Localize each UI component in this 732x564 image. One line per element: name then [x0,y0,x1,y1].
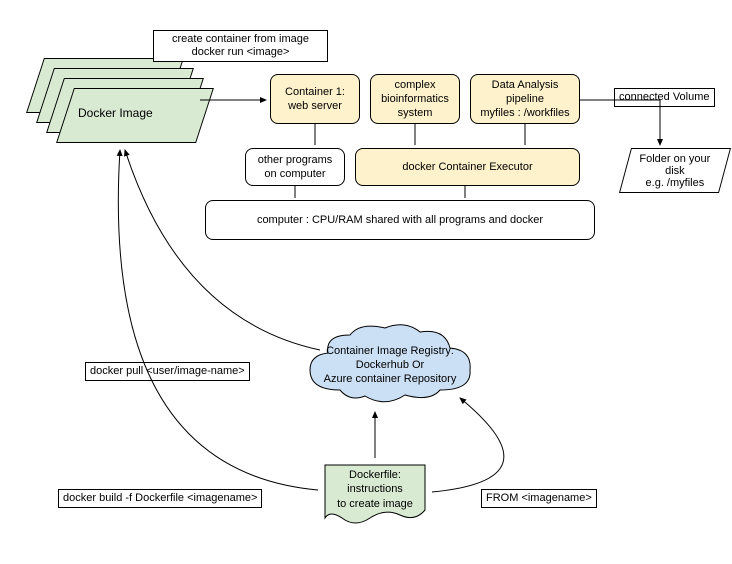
container-2: complex bioinformatics system [370,74,460,124]
docker-executor: docker Container Executor [355,148,580,186]
registry-cloud: Container Image Registry: Dockerhub Or A… [300,320,480,410]
other-programs: other programs on computer [245,148,345,186]
registry-text: Container Image Registry: Dockerhub Or A… [300,320,480,410]
connected-volume-label: connected Volume [614,88,715,107]
dockerfile-text: Dockerfile: instructions to create image [320,468,430,511]
folder-label: Folder on your disk e.g. /myfiles [630,153,720,189]
docker-image-label: Docker Image [78,106,153,120]
from-label: FROM <imagename> [481,489,597,508]
folder-on-disk: Folder on your disk e.g. /myfiles [619,148,731,193]
container-3: Data Analysis pipeline myfiles : /workfi… [470,74,580,124]
computer-box: computer : CPU/RAM shared with all progr… [205,200,595,240]
create-container-label: create container from image docker run <… [153,30,328,62]
docker-build-label: docker build -f Dockerfile <imagename> [58,489,262,508]
dockerfile-shape: Dockerfile: instructions to create image [320,460,430,530]
container-1: Container 1: web server [270,74,360,124]
docker-pull-label: docker pull <user/image-name> [85,362,250,381]
